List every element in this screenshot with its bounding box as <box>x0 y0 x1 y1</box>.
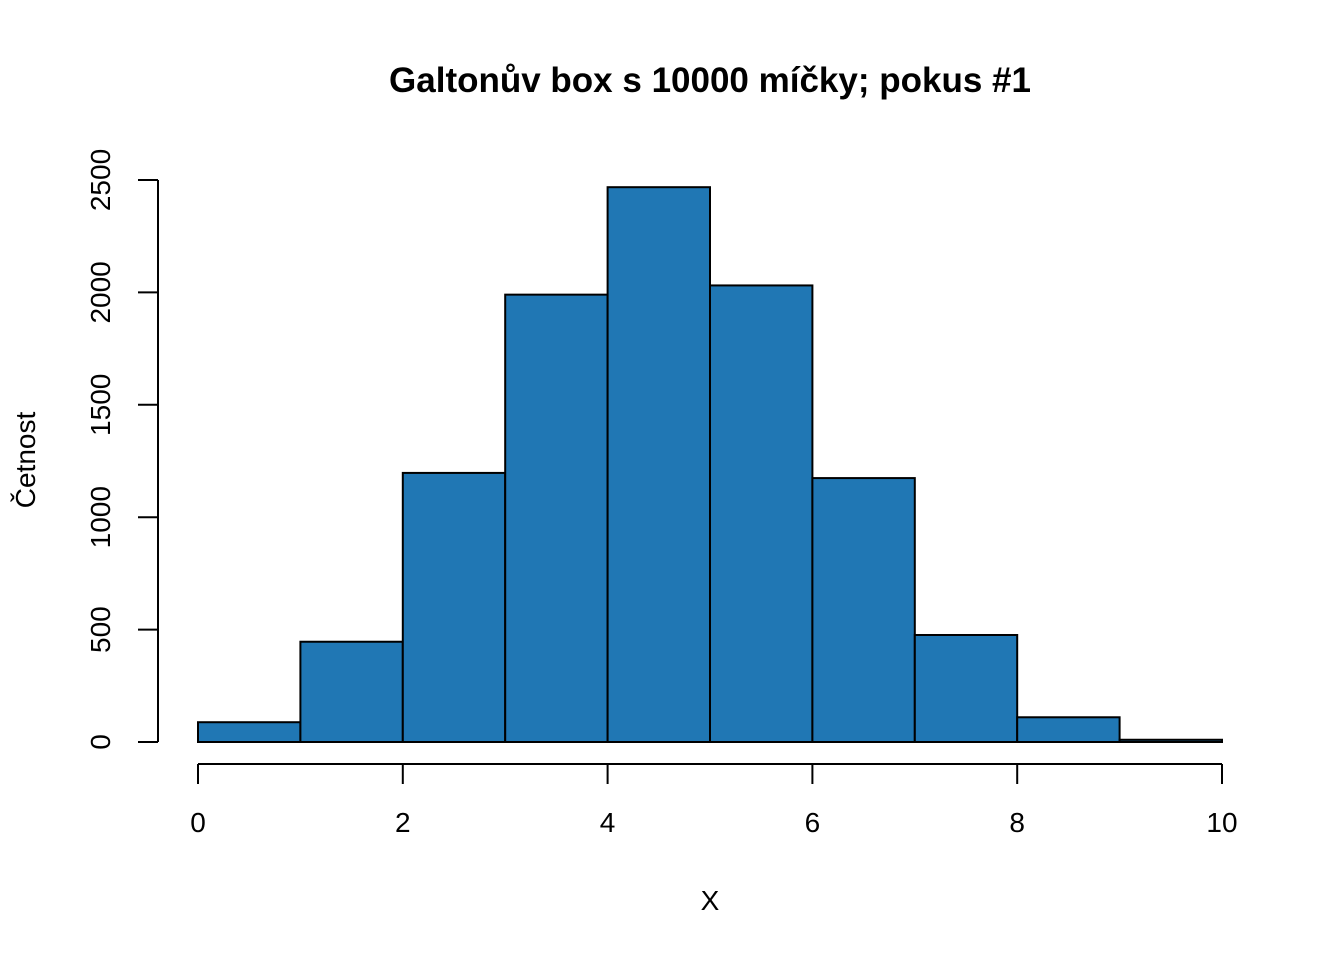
histogram-bar <box>401 471 507 743</box>
x-axis: 0 2 4 6 8 10 <box>190 763 1238 838</box>
histogram-bar <box>1118 738 1223 744</box>
y-tick-label: 1500 <box>85 374 116 436</box>
x-tick-label: 0 <box>190 807 206 838</box>
y-tick-label: 0 <box>85 734 116 750</box>
histogram-bar <box>811 477 916 743</box>
histogram-bar <box>606 186 711 743</box>
histogram-bar <box>504 293 609 743</box>
histogram-bar <box>299 640 404 743</box>
y-tick-label: 2500 <box>85 149 116 211</box>
y-tick-label: 500 <box>85 606 116 653</box>
histogram-bar <box>913 633 1019 743</box>
x-tick-label: 2 <box>395 807 411 838</box>
y-axis-title: Četnost <box>10 412 41 509</box>
x-tick-label: 4 <box>600 807 616 838</box>
x-tick-label: 6 <box>805 807 821 838</box>
histogram-bar <box>197 721 302 743</box>
histogram-bar <box>1016 716 1121 743</box>
y-axis: 0 500 1000 1500 2000 2500 <box>85 149 159 750</box>
x-tick-label: 10 <box>1206 807 1237 838</box>
chart-title: Galtonův box s 10000 míčky; pokus #1 <box>389 61 1031 100</box>
y-tick-label: 1000 <box>85 486 116 548</box>
histogram-bar <box>709 284 814 743</box>
y-tick-label: 2000 <box>85 261 116 323</box>
bars-group <box>197 186 1223 744</box>
x-tick-label: 8 <box>1009 807 1025 838</box>
x-axis-title: X <box>701 885 720 916</box>
